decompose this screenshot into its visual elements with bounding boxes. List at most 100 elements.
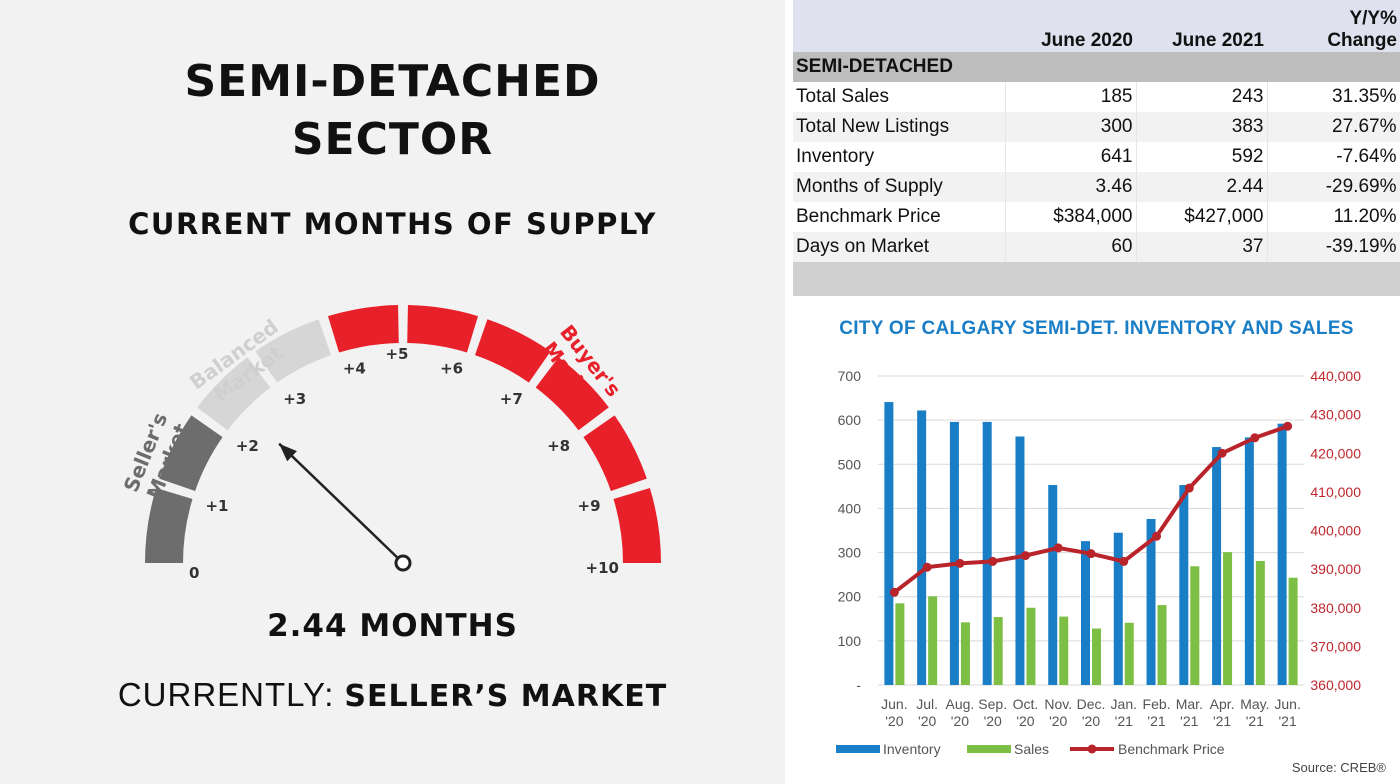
- chart-category-label: '20: [1082, 713, 1100, 729]
- gauge-segment: [407, 305, 479, 353]
- chart-category-label: '21: [1147, 713, 1165, 729]
- gauge-segment: [197, 357, 271, 431]
- chart-right-tick: 360,000: [1310, 677, 1361, 693]
- benchmark-price-point: [1250, 433, 1260, 443]
- inventory-bar: [1048, 485, 1058, 685]
- table-row: Days on Market 60 37 -39.19%: [793, 232, 1400, 262]
- table-footer-row: [793, 262, 1400, 292]
- status-value: SELLER’S MARKET: [344, 679, 668, 714]
- chart-right-tick: 420,000: [1310, 445, 1361, 461]
- chart-left-tick: 600: [838, 412, 862, 428]
- benchmark-price-point: [1053, 543, 1063, 553]
- gauge-tick-label: +4: [343, 359, 366, 377]
- sales-bar: [1092, 628, 1101, 685]
- benchmark-price-point: [1086, 549, 1096, 559]
- sales-bar: [1124, 622, 1134, 685]
- table-row-label: Inventory: [793, 142, 1006, 172]
- chart-category-label: Dec.: [1077, 696, 1106, 712]
- status-prefix: CURRENTLY:: [117, 676, 335, 713]
- inventory-bar: [949, 421, 959, 685]
- gauge-segment: [583, 415, 647, 492]
- chart-category-label: '21: [1115, 713, 1133, 729]
- gauge-subtitle: CURRENT MONTHS OF SUPPLY: [128, 207, 657, 241]
- statistics-table-container: June 2020 June 2021 Y/Y% Change SEMI-DETA…: [793, 0, 1400, 296]
- table-header-june-2020: June 2020: [1005, 0, 1136, 52]
- table-cell: 243: [1136, 82, 1268, 112]
- chart-right-tick: 380,000: [1310, 600, 1361, 616]
- sales-bar: [993, 617, 1003, 685]
- chart-right-tick: 430,000: [1310, 407, 1361, 423]
- sales-bar: [928, 596, 938, 685]
- table-header-change-line2: Change: [1327, 30, 1397, 51]
- table-row: Benchmark Price $384,000 $427,000 11.20%: [793, 202, 1400, 232]
- chart-category-label: Mar.: [1176, 696, 1203, 712]
- table-cell: 592: [1136, 142, 1268, 172]
- table-row: Total New Listings 300 383 27.67%: [793, 112, 1400, 142]
- chart-right-tick: 410,000: [1310, 484, 1361, 500]
- chart-left-tick: 100: [838, 633, 862, 649]
- inventory-bar: [1113, 532, 1123, 685]
- gauge-segment: [613, 487, 661, 563]
- table-header-blank: [793, 0, 1005, 52]
- inventory-bar: [1015, 436, 1025, 685]
- gauge-needle-pivot: [394, 554, 412, 572]
- table-cell: 60: [1005, 232, 1137, 262]
- chart-left-tick: 400: [838, 500, 862, 516]
- sales-bar: [1157, 605, 1167, 685]
- gauge-tick-label: +8: [547, 437, 570, 455]
- table-cell: 27.67%: [1267, 112, 1400, 142]
- table-row: Inventory 641 592 -7.64%: [793, 142, 1400, 172]
- chart-left-tick: 700: [838, 368, 862, 384]
- gauge-tick-label: +7: [500, 390, 523, 408]
- gauge-needle-line: [278, 442, 404, 564]
- table-cell: $384,000: [1005, 202, 1137, 232]
- sales-bar: [1223, 552, 1233, 685]
- gauge-tick-label: 0: [189, 564, 199, 582]
- table-cell: -7.64%: [1267, 142, 1400, 172]
- chart-category-label: Jun.: [881, 696, 907, 712]
- benchmark-price-point: [889, 587, 899, 597]
- table-cell: -29.69%: [1267, 172, 1400, 202]
- table-cell: 31.35%: [1267, 82, 1400, 112]
- inventory-bar: [1081, 541, 1090, 685]
- title-line-1: SEMI-DETACHED: [184, 56, 601, 107]
- table-row-label: Benchmark Price: [793, 202, 1006, 232]
- chart-category-label: Jul.: [916, 696, 938, 712]
- chart-category-label: Feb.: [1143, 696, 1171, 712]
- table-cell: $427,000: [1136, 202, 1268, 232]
- table-header-change-line1: Y/Y%: [1349, 8, 1397, 29]
- months-value-text: 2.44 MONTHS: [267, 608, 518, 644]
- sales-bar: [960, 622, 970, 685]
- chart-right-tick: 400,000: [1310, 523, 1361, 539]
- table-cell: 300: [1005, 112, 1137, 142]
- table-row-label: Total Sales: [793, 82, 1006, 112]
- legend-sales-swatch: [967, 745, 1011, 753]
- benchmark-price-point: [955, 558, 965, 568]
- gauge-segment: [145, 487, 193, 563]
- benchmark-price-point: [1119, 556, 1129, 566]
- gauge-tick-label: +3: [283, 390, 306, 408]
- chart-category-label: '20: [984, 713, 1002, 729]
- table-header-change: Y/Y% Change: [1267, 0, 1400, 52]
- chart-left-tick: -: [856, 677, 861, 693]
- chart-category-label: Jun.: [1274, 696, 1300, 712]
- inventory-bar: [884, 402, 894, 685]
- chart-left-tick: 500: [838, 456, 862, 472]
- gauge-tick-label: +1: [205, 497, 228, 515]
- sales-bar: [1026, 607, 1036, 685]
- chart-left-tick: 300: [838, 545, 862, 561]
- sales-bar: [1190, 566, 1200, 685]
- chart-category-label: Oct.: [1013, 696, 1039, 712]
- gauge-tick-label: +2: [236, 437, 259, 455]
- inventory-bar: [1146, 519, 1156, 685]
- table-cell: 11.20%: [1267, 202, 1400, 232]
- legend-price-label: Benchmark Price: [1118, 741, 1225, 757]
- chart-category-label: Aug.: [946, 696, 975, 712]
- sales-bar: [1059, 616, 1069, 685]
- gauge-needle-arrowhead: [279, 443, 297, 462]
- chart-right-tick: 370,000: [1310, 638, 1361, 654]
- legend-inventory-label: Inventory: [883, 741, 941, 757]
- table-row-label: Total New Listings: [793, 112, 1006, 142]
- table-header-row: June 2020 June 2021 Y/Y% Change: [793, 0, 1400, 52]
- chart-category-label: '21: [1180, 713, 1198, 729]
